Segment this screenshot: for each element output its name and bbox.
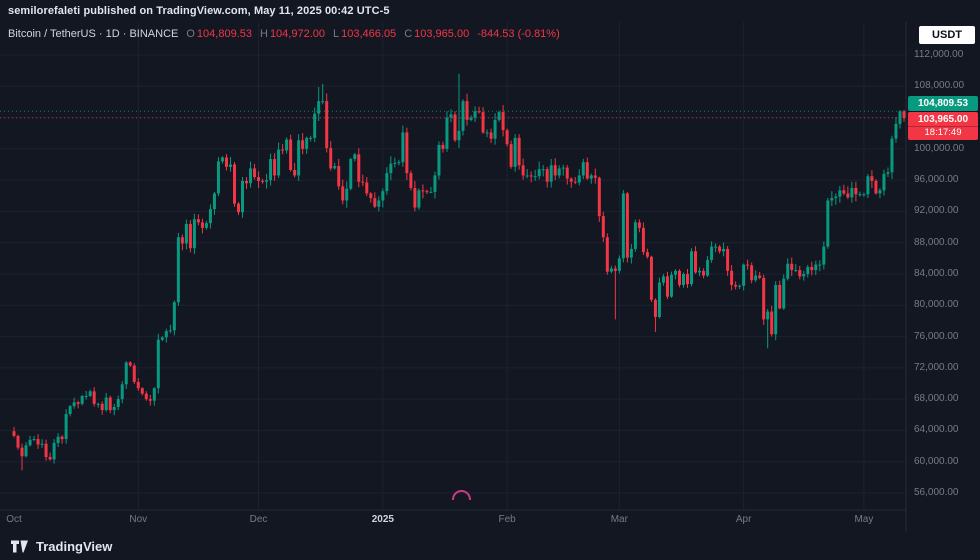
x-axis-label: 2025: [371, 514, 394, 525]
open-price-label: 104,809.53: [908, 96, 978, 112]
brand-wordmark: TradingView: [36, 539, 113, 554]
y-axis-label: 100,000.00: [914, 142, 965, 154]
x-axis-label: Dec: [249, 514, 268, 525]
symbol-title[interactable]: Bitcoin / TetherUS · 1D · BINANCE: [8, 28, 179, 40]
y-axis-label: 60,000.00: [914, 455, 959, 467]
y-axis-label: 76,000.00: [914, 330, 959, 342]
tradingview-logo-link[interactable]: TradingView: [10, 539, 112, 554]
y-axis-label: 112,000.00: [914, 49, 964, 60]
high-value: H 104,972.00: [259, 28, 325, 40]
last-price-label: 103,965.00 18:17:49: [908, 111, 978, 140]
close-value: C 103,965.00: [404, 28, 470, 40]
y-axis-label: 84,000.00: [914, 268, 959, 279]
tradingview-logo-icon: [11, 540, 28, 553]
open-value: O 104,809.53: [186, 28, 252, 40]
x-axis-label: May: [854, 514, 874, 525]
currency-toggle-button[interactable]: USDT: [919, 26, 975, 44]
x-axis-label: Apr: [735, 514, 752, 525]
low-value: L 103,466.05: [333, 28, 397, 40]
x-axis-label: Oct: [6, 514, 22, 525]
symbol-header: Bitcoin / TetherUS · 1D · BINANCE O 104,8…: [8, 28, 560, 40]
ohlc-readout: O 104,809.53 H 104,972.00 L 103,466.05 C 103…: [186, 28, 559, 40]
y-axis-label: 72,000.00: [914, 361, 959, 373]
y-axis-label: 68,000.00: [914, 393, 959, 405]
x-axis-label: Nov: [129, 514, 148, 525]
x-axis-label: Feb: [498, 514, 516, 525]
change-value: -844.53 (-0.81%): [477, 28, 560, 40]
y-axis-label: 92,000.00: [914, 205, 959, 217]
y-axis-label: 96,000.00: [914, 174, 959, 186]
y-axis-label: 64,000.00: [914, 424, 959, 436]
y-axis-label: 108,000.00: [914, 80, 965, 92]
y-axis-label: 88,000.00: [914, 236, 959, 248]
x-axis-label: Mar: [610, 514, 628, 525]
y-axis-label: 56,000.00: [914, 487, 959, 498]
publish-note: semilorefaleti published on TradingView.…: [8, 5, 390, 17]
cursor-marker-icon: [452, 490, 471, 500]
y-axis-label: 80,000.00: [914, 299, 959, 311]
